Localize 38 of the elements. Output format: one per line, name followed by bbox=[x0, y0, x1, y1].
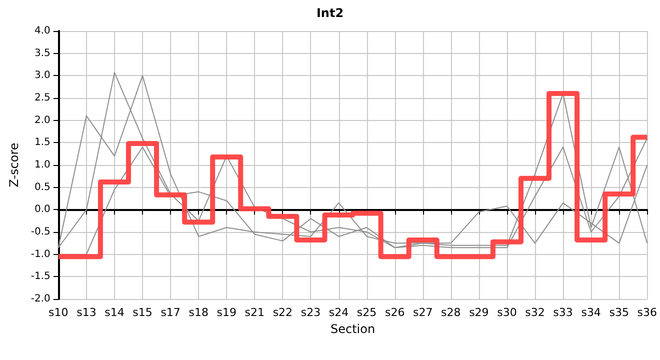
x-tick-label: s35 bbox=[609, 306, 629, 319]
x-axis-title: Section bbox=[330, 322, 376, 336]
y-tick-label: 2.0 bbox=[34, 114, 50, 126]
x-tick-label: s29 bbox=[469, 306, 489, 319]
x-tick-label: s34 bbox=[581, 306, 601, 319]
x-tick-label: s18 bbox=[188, 306, 208, 319]
x-tick-label: s14 bbox=[104, 306, 124, 319]
x-tick-label: s17 bbox=[160, 306, 180, 319]
x-tick-label: s25 bbox=[356, 306, 377, 319]
x-tick-label: s27 bbox=[412, 306, 433, 319]
y-tick-label: 3.5 bbox=[34, 48, 50, 59]
y-tick-label: 1.0 bbox=[34, 160, 50, 170]
x-tick-label: s21 bbox=[244, 306, 265, 319]
y-tick-label: -1.5 bbox=[30, 271, 50, 282]
y-tick-label: 0.5 bbox=[34, 182, 50, 193]
y-tick-label: 4.0 bbox=[34, 26, 50, 36]
x-tick-label: s32 bbox=[525, 306, 545, 319]
x-tick-label: s19 bbox=[216, 306, 236, 319]
y-axis-title: Z-score bbox=[7, 142, 21, 188]
y-tick-label: -1.0 bbox=[30, 248, 50, 260]
y-tick-label: 1.5 bbox=[34, 137, 50, 148]
y-tick-label: -2.0 bbox=[30, 294, 50, 304]
x-tick-label: s23 bbox=[300, 306, 321, 319]
x-tick-label: s33 bbox=[553, 306, 573, 319]
x-tick-label: s36 bbox=[637, 306, 658, 319]
y-tick-label: -0.5 bbox=[30, 226, 50, 238]
x-tick-label: s24 bbox=[328, 306, 349, 319]
x-tick-label: s22 bbox=[272, 306, 293, 319]
chart-title: Int2 bbox=[316, 6, 344, 20]
y-tick-label: 2.5 bbox=[34, 92, 50, 104]
x-tick-label: s26 bbox=[384, 306, 405, 319]
y-tick-label: 3.0 bbox=[34, 70, 50, 82]
x-tick-label: s30 bbox=[497, 306, 517, 319]
x-tick-label: s15 bbox=[132, 306, 152, 319]
x-tick-label: s13 bbox=[76, 306, 96, 319]
y-tick-label: 0.0 bbox=[34, 204, 50, 216]
x-tick-label: s10 bbox=[48, 306, 68, 319]
x-tick-label: s28 bbox=[441, 306, 461, 319]
